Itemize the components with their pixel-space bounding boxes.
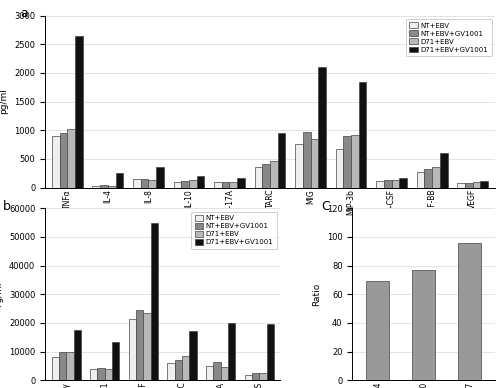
Bar bbox=[400, 178, 407, 187]
Bar bbox=[376, 181, 384, 187]
Bar bbox=[303, 132, 310, 187]
Bar bbox=[129, 319, 136, 380]
Bar bbox=[230, 182, 237, 187]
Bar bbox=[136, 310, 143, 380]
Bar bbox=[168, 363, 174, 380]
Bar bbox=[148, 180, 156, 187]
Bar bbox=[196, 175, 204, 187]
Text: a: a bbox=[20, 7, 28, 20]
Bar bbox=[424, 169, 432, 187]
Bar bbox=[52, 357, 59, 380]
Bar bbox=[237, 178, 245, 187]
Bar bbox=[112, 341, 120, 380]
Bar bbox=[174, 360, 182, 380]
Bar bbox=[252, 373, 259, 380]
Bar bbox=[222, 182, 230, 187]
Bar bbox=[351, 135, 359, 187]
Bar bbox=[140, 179, 148, 187]
Legend: NT+EBV, NT+EBV+GV1001, D71+EBV, D71+EBV+GV1001: NT+EBV, NT+EBV+GV1001, D71+EBV, D71+EBV+… bbox=[191, 212, 277, 249]
Bar bbox=[278, 133, 285, 187]
Bar bbox=[90, 369, 98, 380]
Bar bbox=[60, 133, 68, 187]
Bar bbox=[228, 323, 235, 380]
Text: b: b bbox=[2, 199, 10, 213]
Bar bbox=[254, 168, 262, 187]
Bar bbox=[59, 352, 66, 380]
Bar bbox=[392, 180, 400, 187]
Bar bbox=[359, 82, 366, 187]
Bar bbox=[259, 373, 266, 380]
Bar bbox=[244, 374, 252, 380]
Bar bbox=[156, 168, 164, 187]
Bar bbox=[68, 129, 75, 187]
Bar bbox=[266, 324, 274, 380]
Bar bbox=[214, 362, 220, 380]
Bar bbox=[465, 183, 472, 187]
Bar bbox=[270, 161, 278, 187]
Bar bbox=[384, 180, 392, 187]
Bar bbox=[344, 136, 351, 187]
Bar bbox=[151, 223, 158, 380]
Bar bbox=[366, 281, 389, 380]
Bar bbox=[310, 139, 318, 187]
Bar bbox=[262, 164, 270, 187]
Text: C: C bbox=[321, 199, 330, 213]
Bar bbox=[182, 356, 190, 380]
Bar bbox=[75, 36, 82, 187]
Bar bbox=[417, 172, 424, 187]
Bar bbox=[432, 167, 440, 187]
Bar bbox=[480, 181, 488, 187]
Bar bbox=[144, 313, 151, 380]
Bar bbox=[472, 182, 480, 187]
Bar bbox=[66, 352, 74, 380]
Bar bbox=[336, 149, 344, 187]
Bar bbox=[206, 366, 214, 380]
Bar bbox=[214, 182, 222, 187]
Y-axis label: Ratio: Ratio bbox=[312, 282, 322, 306]
Bar bbox=[105, 369, 112, 380]
Bar bbox=[74, 330, 81, 380]
Bar bbox=[440, 153, 448, 187]
Bar bbox=[295, 144, 303, 187]
Bar bbox=[458, 242, 481, 380]
Bar bbox=[181, 181, 189, 187]
Legend: NT+EBV, NT+EBV+GV1001, D71+EBV, D71+EBV+GV1001: NT+EBV, NT+EBV+GV1001, D71+EBV, D71+EBV+… bbox=[406, 19, 492, 56]
Y-axis label: Pg/ml: Pg/ml bbox=[0, 281, 4, 307]
Bar bbox=[108, 186, 116, 187]
Bar bbox=[412, 270, 435, 380]
Bar bbox=[189, 180, 196, 187]
Bar bbox=[92, 186, 100, 187]
Bar bbox=[52, 136, 60, 187]
Bar bbox=[116, 173, 123, 187]
Bar bbox=[133, 178, 140, 187]
Bar bbox=[318, 67, 326, 187]
Bar bbox=[458, 183, 465, 187]
Bar bbox=[100, 185, 108, 187]
Bar bbox=[174, 182, 181, 187]
Bar bbox=[220, 367, 228, 380]
Y-axis label: pg/ml: pg/ml bbox=[0, 88, 8, 114]
Bar bbox=[190, 331, 196, 380]
Bar bbox=[98, 368, 105, 380]
